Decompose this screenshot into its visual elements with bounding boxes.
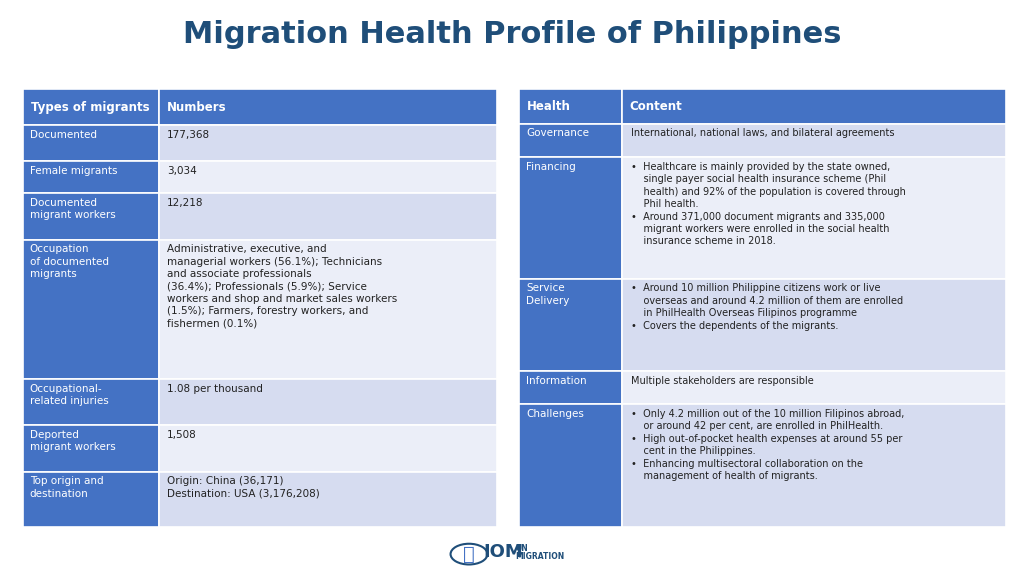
Bar	[622, 371, 1006, 404]
Text: Documented: Documented	[30, 130, 96, 140]
Bar	[622, 124, 1006, 157]
Text: Financing: Financing	[526, 162, 577, 172]
Text: IOM: IOM	[483, 543, 523, 561]
Bar	[159, 193, 497, 240]
Text: •  Around 10 million Philippine citizens work or live
    overseas and around 4.: • Around 10 million Philippine citizens …	[631, 283, 903, 331]
Bar	[159, 426, 497, 472]
Text: ⓘ: ⓘ	[463, 545, 475, 563]
Text: Migration Health Profile of Philippines: Migration Health Profile of Philippines	[182, 20, 842, 49]
Bar	[23, 89, 159, 125]
Bar	[519, 404, 622, 527]
Text: Origin: China (36,171)
Destination: USA (3,176,208): Origin: China (36,171) Destination: USA …	[167, 476, 319, 499]
Text: 12,218: 12,218	[167, 198, 204, 208]
Bar	[519, 371, 622, 404]
Text: MIGRATION: MIGRATION	[515, 552, 564, 562]
Text: Documented
migrant workers: Documented migrant workers	[30, 198, 116, 220]
Bar	[23, 240, 159, 379]
Bar	[622, 404, 1006, 527]
Text: Types of migrants: Types of migrants	[31, 101, 150, 114]
Text: International, national laws, and bilateral agreements: International, national laws, and bilate…	[631, 128, 894, 138]
Bar	[519, 124, 622, 157]
Bar	[23, 426, 159, 472]
Bar	[519, 89, 622, 124]
Bar	[159, 125, 497, 161]
Text: Numbers: Numbers	[167, 101, 226, 114]
Bar	[159, 472, 497, 527]
Text: 3,034: 3,034	[167, 166, 197, 176]
Text: UN: UN	[515, 544, 527, 553]
Bar	[159, 89, 497, 125]
Bar	[159, 379, 497, 426]
Text: Health: Health	[527, 100, 571, 113]
Text: Information: Information	[526, 376, 587, 385]
Bar	[159, 240, 497, 379]
Text: Content: Content	[630, 100, 683, 113]
Bar	[23, 472, 159, 527]
Text: Top origin and
destination: Top origin and destination	[30, 476, 103, 499]
Bar	[622, 157, 1006, 279]
Text: Multiple stakeholders are responsible: Multiple stakeholders are responsible	[631, 376, 813, 385]
Bar	[23, 125, 159, 161]
Text: Governance: Governance	[526, 128, 590, 138]
Text: 1,508: 1,508	[167, 430, 197, 440]
Text: 1.08 per thousand: 1.08 per thousand	[167, 384, 263, 393]
Text: Service
Delivery: Service Delivery	[526, 283, 569, 306]
Bar	[23, 379, 159, 426]
Text: •  Healthcare is mainly provided by the state owned,
    single payer social hea: • Healthcare is mainly provided by the s…	[631, 162, 905, 247]
Bar	[622, 279, 1006, 371]
Text: Occupation
of documented
migrants: Occupation of documented migrants	[30, 244, 109, 279]
Text: Deported
migrant workers: Deported migrant workers	[30, 430, 116, 452]
Text: Administrative, executive, and
managerial workers (56.1%); Technicians
and assoc: Administrative, executive, and manageria…	[167, 244, 397, 329]
Bar	[23, 161, 159, 193]
Bar	[23, 193, 159, 240]
Text: Challenges: Challenges	[526, 409, 585, 419]
Text: Occupational-
related injuries: Occupational- related injuries	[30, 384, 109, 406]
Bar	[519, 279, 622, 371]
Bar	[519, 157, 622, 279]
Bar	[159, 161, 497, 193]
Text: •  Only 4.2 million out of the 10 million Filipinos abroad,
    or around 42 per: • Only 4.2 million out of the 10 million…	[631, 409, 904, 481]
Text: Female migrants: Female migrants	[30, 166, 117, 176]
Bar	[622, 89, 1006, 124]
Text: 177,368: 177,368	[167, 130, 210, 140]
